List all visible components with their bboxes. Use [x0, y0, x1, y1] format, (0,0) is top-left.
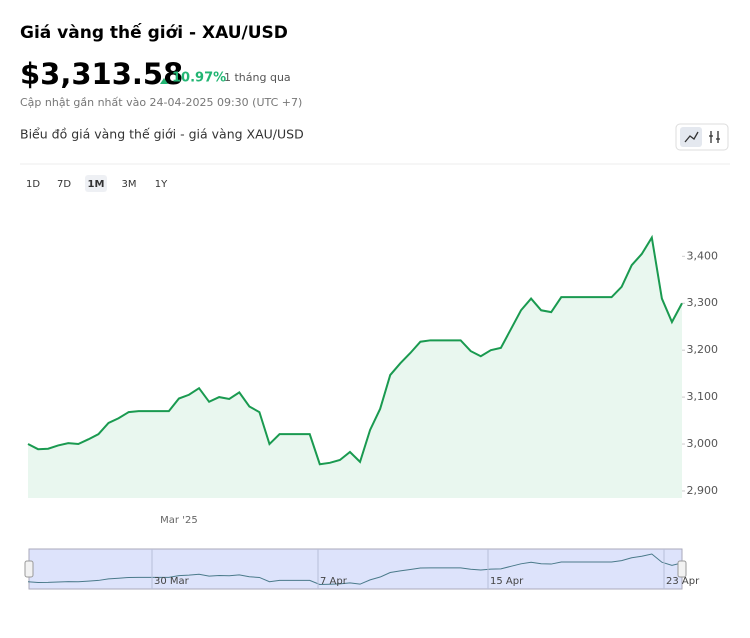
- price: $3,313.58: [20, 57, 183, 91]
- plot: 2,900 3,000 3,100 3,200 3,300 3,400 Mar '25: [27, 234, 719, 526]
- price-line: [27, 234, 683, 466]
- range-buttons: 1D 7D 1M 3M 1Y: [26, 175, 168, 192]
- range-active[interactable]: [85, 175, 107, 192]
- range-button[interactable]: 1D: [26, 179, 40, 190]
- change: 10.97%: [172, 71, 226, 86]
- navigator-handle[interactable]: [24, 560, 34, 578]
- updated: Cập nhật gần nhất vào 24-04-2025 09:30 (…: [20, 96, 302, 109]
- period: 1 tháng qua: [224, 71, 291, 84]
- y-tick-label: 3,300: [687, 296, 719, 309]
- navigator-label: 30 Mar: [154, 576, 190, 587]
- range-button[interactable]: 7D: [57, 179, 71, 190]
- candle-icon[interactable]: [709, 131, 720, 143]
- navigator-line: [27, 553, 683, 585]
- range-button[interactable]: 1M: [88, 179, 105, 190]
- range-button[interactable]: 1Y: [155, 179, 168, 190]
- navigator-label: 7 Apr: [320, 576, 348, 587]
- navigator-handle[interactable]: [677, 560, 687, 578]
- chart-title: Biểu đồ giá vàng thế giới - giá vàng XAU…: [20, 127, 304, 142]
- range-button[interactable]: 3M: [122, 179, 137, 190]
- x-tick-label: Mar '25: [160, 515, 198, 526]
- navigator[interactable]: [28, 548, 683, 590]
- area: [28, 237, 682, 498]
- title: Giá vàng thế giới - XAU/USD: [20, 22, 288, 43]
- y-tick-label: 2,900: [687, 484, 719, 497]
- line-icon: [684, 131, 699, 143]
- navigator-content: 30 Mar 7 Apr 15 Apr 23 Apr: [24, 549, 700, 589]
- navigator-label: 15 Apr: [490, 576, 524, 587]
- y-tick-label: 3,000: [687, 437, 719, 450]
- y-tick-label: 3,100: [687, 390, 719, 403]
- y-tick-label: 3,400: [687, 249, 719, 262]
- y-tick-label: 3,200: [687, 343, 719, 356]
- navigator-label: 23 Apr: [666, 576, 700, 587]
- up-arrow: [160, 78, 168, 84]
